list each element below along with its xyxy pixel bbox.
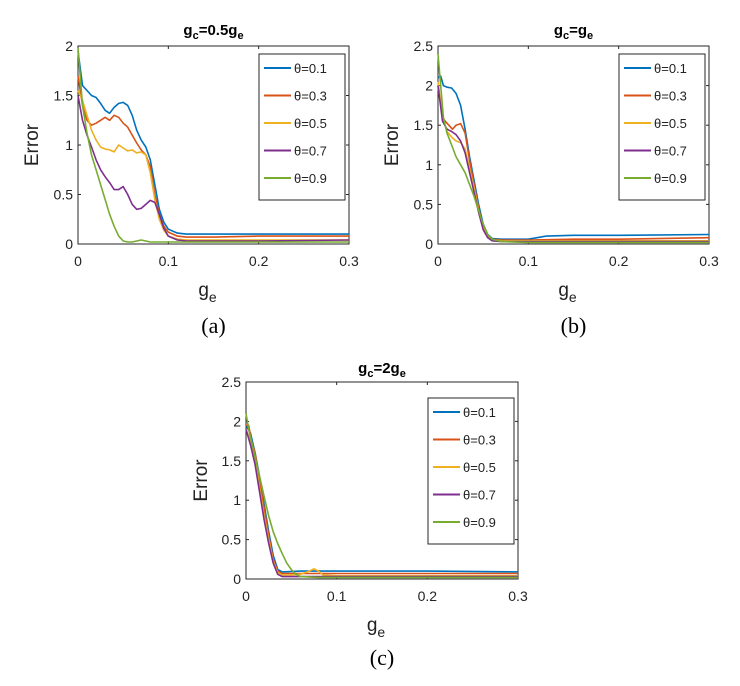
y-tick-label: 1.5 (54, 88, 74, 104)
x-tick-label: 0.2 (418, 588, 438, 604)
panel-caption: (b) (561, 313, 587, 338)
x-label-sub: e (569, 289, 577, 305)
x-tick-label: 0.2 (609, 253, 629, 269)
series-line (77, 50, 349, 235)
title-base: g (554, 22, 563, 39)
title-base: g (358, 360, 367, 377)
y-axis-label: Error (191, 459, 212, 502)
y-tick-label: 2 (233, 413, 241, 429)
y-tick-label: 1 (233, 492, 241, 508)
title-base: g (183, 22, 192, 39)
y-tick-label: 1 (425, 157, 433, 173)
legend-entry: θ=0.3 (654, 89, 687, 104)
x-axis-label: ge (367, 615, 386, 640)
series-line (437, 53, 709, 244)
y-tick-label: 0.5 (414, 196, 434, 212)
legend: θ=0.1 θ=0.3 θ=0.5 θ=0.7 θ=0.9 (618, 53, 706, 201)
x-label-base: g (558, 280, 569, 301)
legend-entry: θ=0.3 (463, 433, 496, 448)
y-tick-label: 0.5 (54, 187, 74, 203)
y-tick-label: 2.5 (222, 374, 242, 390)
series-line (77, 95, 350, 242)
legend-entry: θ=0.9 (654, 171, 687, 186)
y-tick-label: 0.5 (222, 532, 242, 548)
panel-caption: (c) (370, 645, 394, 670)
chart-title: gc=ge (554, 22, 593, 42)
y-axis-label: Error (22, 123, 43, 166)
y-axis-label: Error (382, 123, 403, 166)
legend-entry: θ=0.5 (654, 116, 687, 131)
title-sub1: c (193, 30, 199, 42)
series-line (245, 413, 518, 579)
title-mid: =2g (373, 360, 399, 377)
series-line (77, 47, 349, 243)
title-sub1: c (367, 368, 373, 380)
legend-entry: θ=0.7 (463, 488, 496, 503)
legend-box (618, 53, 706, 201)
x-label-base: g (367, 615, 378, 636)
legend-entry: θ=0.9 (294, 171, 327, 186)
x-tick-label: 0.3 (508, 588, 528, 604)
legend: θ=0.1 θ=0.3 θ=0.5 θ=0.7 θ=0.9 (258, 53, 346, 201)
series-line (77, 75, 349, 238)
chart-title: gc=0.5ge (183, 22, 243, 42)
x-label-sub: e (377, 624, 385, 640)
legend-entry: θ=0.9 (463, 515, 496, 530)
x-axis-label: ge (198, 280, 217, 305)
x-tick-label: 0.1 (327, 588, 347, 604)
legend-entry: θ=0.1 (294, 61, 327, 76)
y-tick-label: 2 (425, 78, 433, 94)
legend-entry: θ=0.5 (294, 116, 327, 131)
legend-box (258, 53, 346, 201)
series-line (245, 429, 518, 578)
x-tick-label: 0.2 (249, 253, 269, 269)
chart-panel: 0 0.1 0.2 0.300.511.522.5gc=gegeError(b)θ=0… (382, 22, 719, 338)
x-axis-label: ge (558, 280, 577, 305)
x-label-sub: e (209, 289, 217, 305)
title-sub2: e (587, 30, 593, 42)
title-mid: =g (569, 22, 587, 39)
legend-entry: θ=0.1 (463, 405, 496, 420)
panel-caption: (a) (201, 313, 225, 338)
y-tick-label: 2.5 (414, 38, 434, 54)
x-tick-label: 0.1 (159, 253, 179, 269)
chart-panel: 0 0.1 0.2 0.300.511.52gc=0.5gegeError(a)θ=0… (22, 22, 359, 338)
y-tick-label: 2 (65, 38, 73, 54)
legend: θ=0.1 θ=0.3 θ=0.5 θ=0.7 θ=0.9 (427, 397, 515, 545)
legend-box (427, 397, 515, 545)
chart-title: gc=2ge (358, 360, 406, 380)
legend-entry: θ=0.1 (654, 61, 687, 76)
title-sub2: e (237, 30, 243, 42)
y-tick-label: 1 (65, 137, 73, 153)
y-tick-label: 0 (425, 236, 433, 252)
title-sub2: e (400, 368, 406, 380)
legend-entry: θ=0.7 (654, 144, 687, 159)
x-tick-label: 0.1 (519, 253, 539, 269)
x-tick-label: 0 (242, 588, 250, 604)
x-tick-label: 0.3 (699, 253, 719, 269)
x-tick-label: 0 (434, 253, 442, 269)
x-tick-label: 0 (74, 253, 82, 269)
legend-entry: θ=0.3 (294, 89, 327, 104)
y-tick-label: 1.5 (414, 117, 434, 133)
x-tick-label: 0.3 (339, 253, 359, 269)
y-tick-label: 1.5 (222, 453, 242, 469)
x-label-base: g (198, 280, 209, 301)
title-sub1: c (563, 30, 569, 42)
title-mid: =0.5g (199, 22, 238, 39)
legend-entry: θ=0.5 (463, 460, 496, 475)
y-tick-label: 0 (65, 236, 73, 252)
legend-entry: θ=0.7 (294, 144, 327, 159)
chart-panel: 0 0.1 0.2 0.300.511.522.5gc=2gegeError(c)θ=… (191, 360, 528, 670)
y-tick-label: 0 (233, 571, 241, 587)
